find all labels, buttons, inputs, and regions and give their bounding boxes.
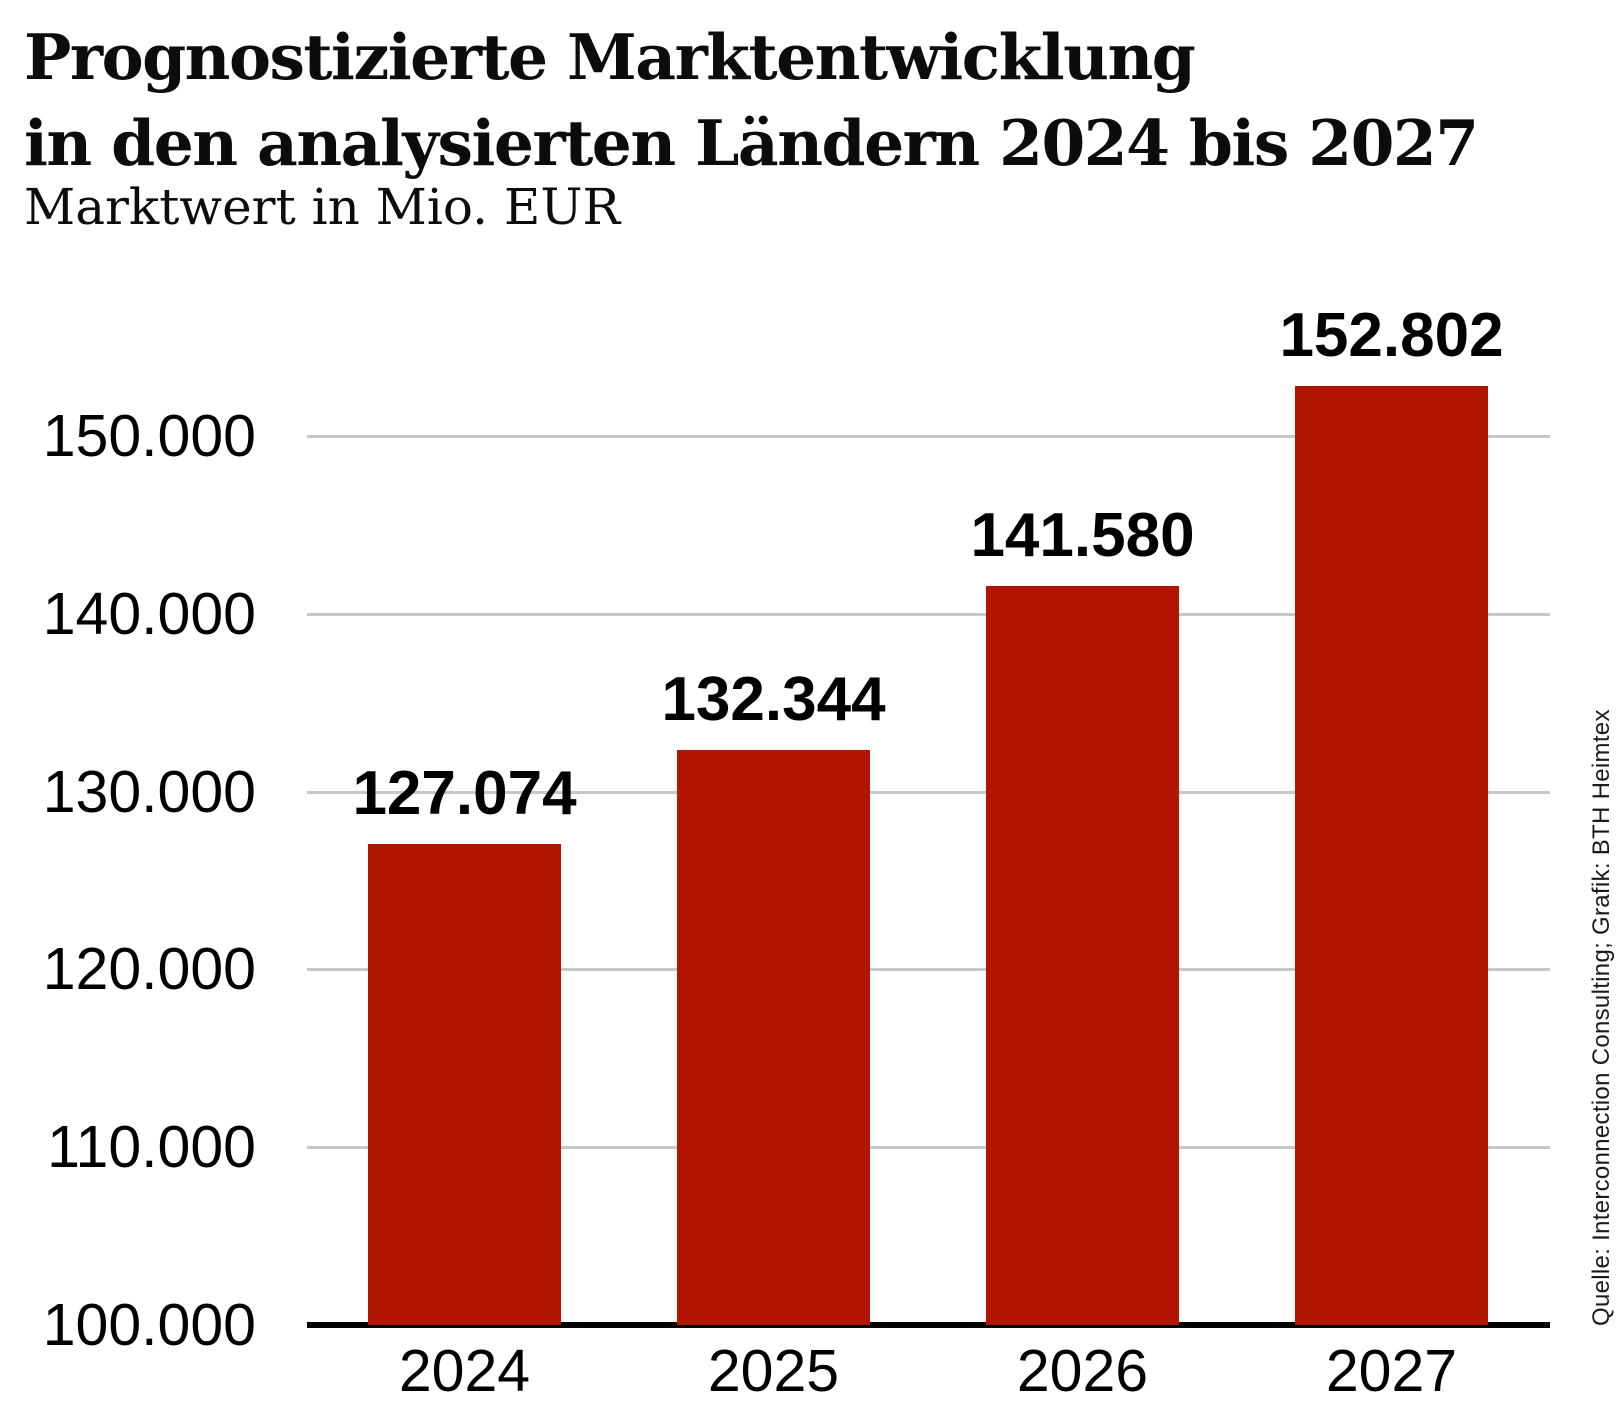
gridline [307,435,1550,438]
y-tick-label: 120.000 [42,936,256,1002]
value-label-2025: 132.344 [661,665,886,734]
chart-title-line1: Prognostizierte Marktentwicklung [24,20,1196,94]
y-tick-label: 100.000 [42,1292,256,1358]
y-tick-label: 110.000 [47,1114,256,1180]
y-tick-label: 150.000 [42,403,256,469]
chart-subtitle: Marktwert in Mio. EUR [24,178,621,236]
gridline [307,791,1550,794]
x-tick-label-2024: 2024 [398,1338,531,1402]
gridline [307,968,1550,971]
x-tick-label-2027: 2027 [1325,1338,1458,1402]
source-credit: Quelle: Interconnection Consulting; Graf… [1588,709,1615,1326]
value-label-2027: 152.802 [1279,301,1504,370]
bar-2025 [677,750,870,1325]
bar-2026 [986,586,1179,1325]
value-label-2024: 127.074 [352,759,577,828]
x-axis-line [307,1322,1550,1328]
value-label-2026: 141.580 [970,501,1195,570]
chart-title-line2: in den analysierten Ländern 2024 bis 202… [24,106,1479,180]
y-tick-label: 130.000 [42,759,256,825]
gridline [307,613,1550,616]
x-tick-label-2025: 2025 [707,1338,840,1402]
bar-2027 [1295,386,1488,1325]
chart-title: Prognostizierte Marktentwicklung in den … [24,14,1479,186]
gridline [307,1146,1550,1149]
y-tick-label: 140.000 [42,581,256,647]
bar-2024 [368,844,561,1325]
x-tick-label-2026: 2026 [1016,1338,1149,1402]
